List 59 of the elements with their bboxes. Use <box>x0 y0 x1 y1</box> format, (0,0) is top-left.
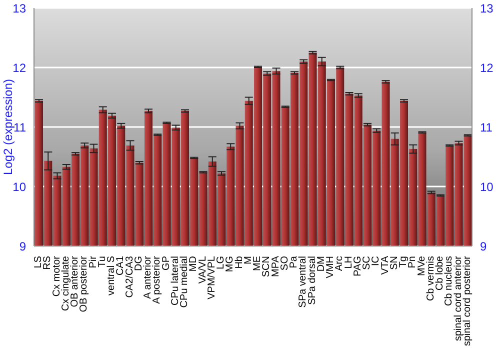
x-tick-label: Arc <box>334 256 346 271</box>
x-tick-label: SCN <box>261 256 272 278</box>
x-tick-label: spinal cord anterior <box>452 255 464 342</box>
x-tick-label: IC <box>370 256 382 266</box>
x-tick-label: A anterior <box>142 255 154 299</box>
x-tick-label: Tu <box>96 256 108 268</box>
y2-tick-label: 12 <box>480 60 494 75</box>
y-axis-title: Log2 (expression) <box>1 78 15 176</box>
x-tick-label: SC <box>362 256 373 270</box>
x-tick-label: Cx cingulate <box>60 256 72 312</box>
x-tick-label: PAG <box>352 256 364 276</box>
y2-tick-label: 10 <box>480 180 494 194</box>
x-tick-label: LH <box>343 256 354 269</box>
x-tick-label: MPA <box>270 256 282 277</box>
x-tick-label: A posterior <box>152 255 163 304</box>
x-tick-label: MVe <box>416 256 428 276</box>
x-tick-label: CPu medial <box>179 256 190 308</box>
x-tick-label: SPa ventral <box>298 256 309 308</box>
x-tick-label: SO <box>279 256 290 270</box>
x-tick-label: CA2/CA3 <box>124 256 136 298</box>
x-tick-label: GP <box>160 256 172 270</box>
x-tick-label: Cb vermis <box>425 256 436 302</box>
x-tick-label: Pa <box>288 256 300 268</box>
x-tick-label: DM <box>316 256 327 272</box>
x-tick-label: OB anterior <box>70 255 81 308</box>
x-tick-label: DG <box>133 256 144 271</box>
x-tick-label: SPa dorsal <box>306 256 318 305</box>
x-tick-label: M <box>242 256 254 264</box>
x-tick-label: spinal cord posterior <box>462 255 473 346</box>
y2-tick-label: 9 <box>480 239 487 254</box>
y-tick-label: 10 <box>12 180 26 194</box>
y-tick-label: 11 <box>14 120 26 134</box>
x-tick-label: Cb lobe <box>434 256 446 290</box>
x-tick-label: CPu lateral <box>170 256 181 306</box>
y2-tick-label: 11 <box>480 120 493 134</box>
x-tick-label: Cb nucleus <box>444 256 455 306</box>
x-tick-label: ventral S <box>106 256 118 296</box>
x-tick-label: VA/VL <box>197 256 208 284</box>
y-tick-label: 13 <box>12 1 26 16</box>
x-tick-label: SN <box>388 256 400 270</box>
x-tick-label: Pir <box>88 255 99 268</box>
x-tick-label: Hb <box>234 256 245 269</box>
x-tick-label: Tg <box>398 256 410 268</box>
x-tick-label: Pn <box>407 256 418 268</box>
x-tick-label: MD <box>188 256 200 272</box>
x-tick-label: LS <box>33 256 44 268</box>
x-tick-label: CA1 <box>115 256 126 276</box>
x-tick-label: OB posterior <box>78 255 90 312</box>
x-tick-label: Cx motor <box>51 255 62 297</box>
x-tick-label: MG <box>224 256 236 272</box>
x-tick-label: VMH <box>325 256 336 278</box>
y-tick-label: 9 <box>19 239 26 254</box>
x-tick-label: VTA <box>380 256 391 275</box>
x-tick-label: ME <box>252 256 264 271</box>
x-tick-label: RS <box>42 256 54 270</box>
x-tick-label: VPM/VPL <box>206 256 218 300</box>
y-tick-label: 12 <box>12 60 26 75</box>
x-tick-label: LG <box>216 256 227 270</box>
y2-tick-label: 13 <box>480 1 494 16</box>
